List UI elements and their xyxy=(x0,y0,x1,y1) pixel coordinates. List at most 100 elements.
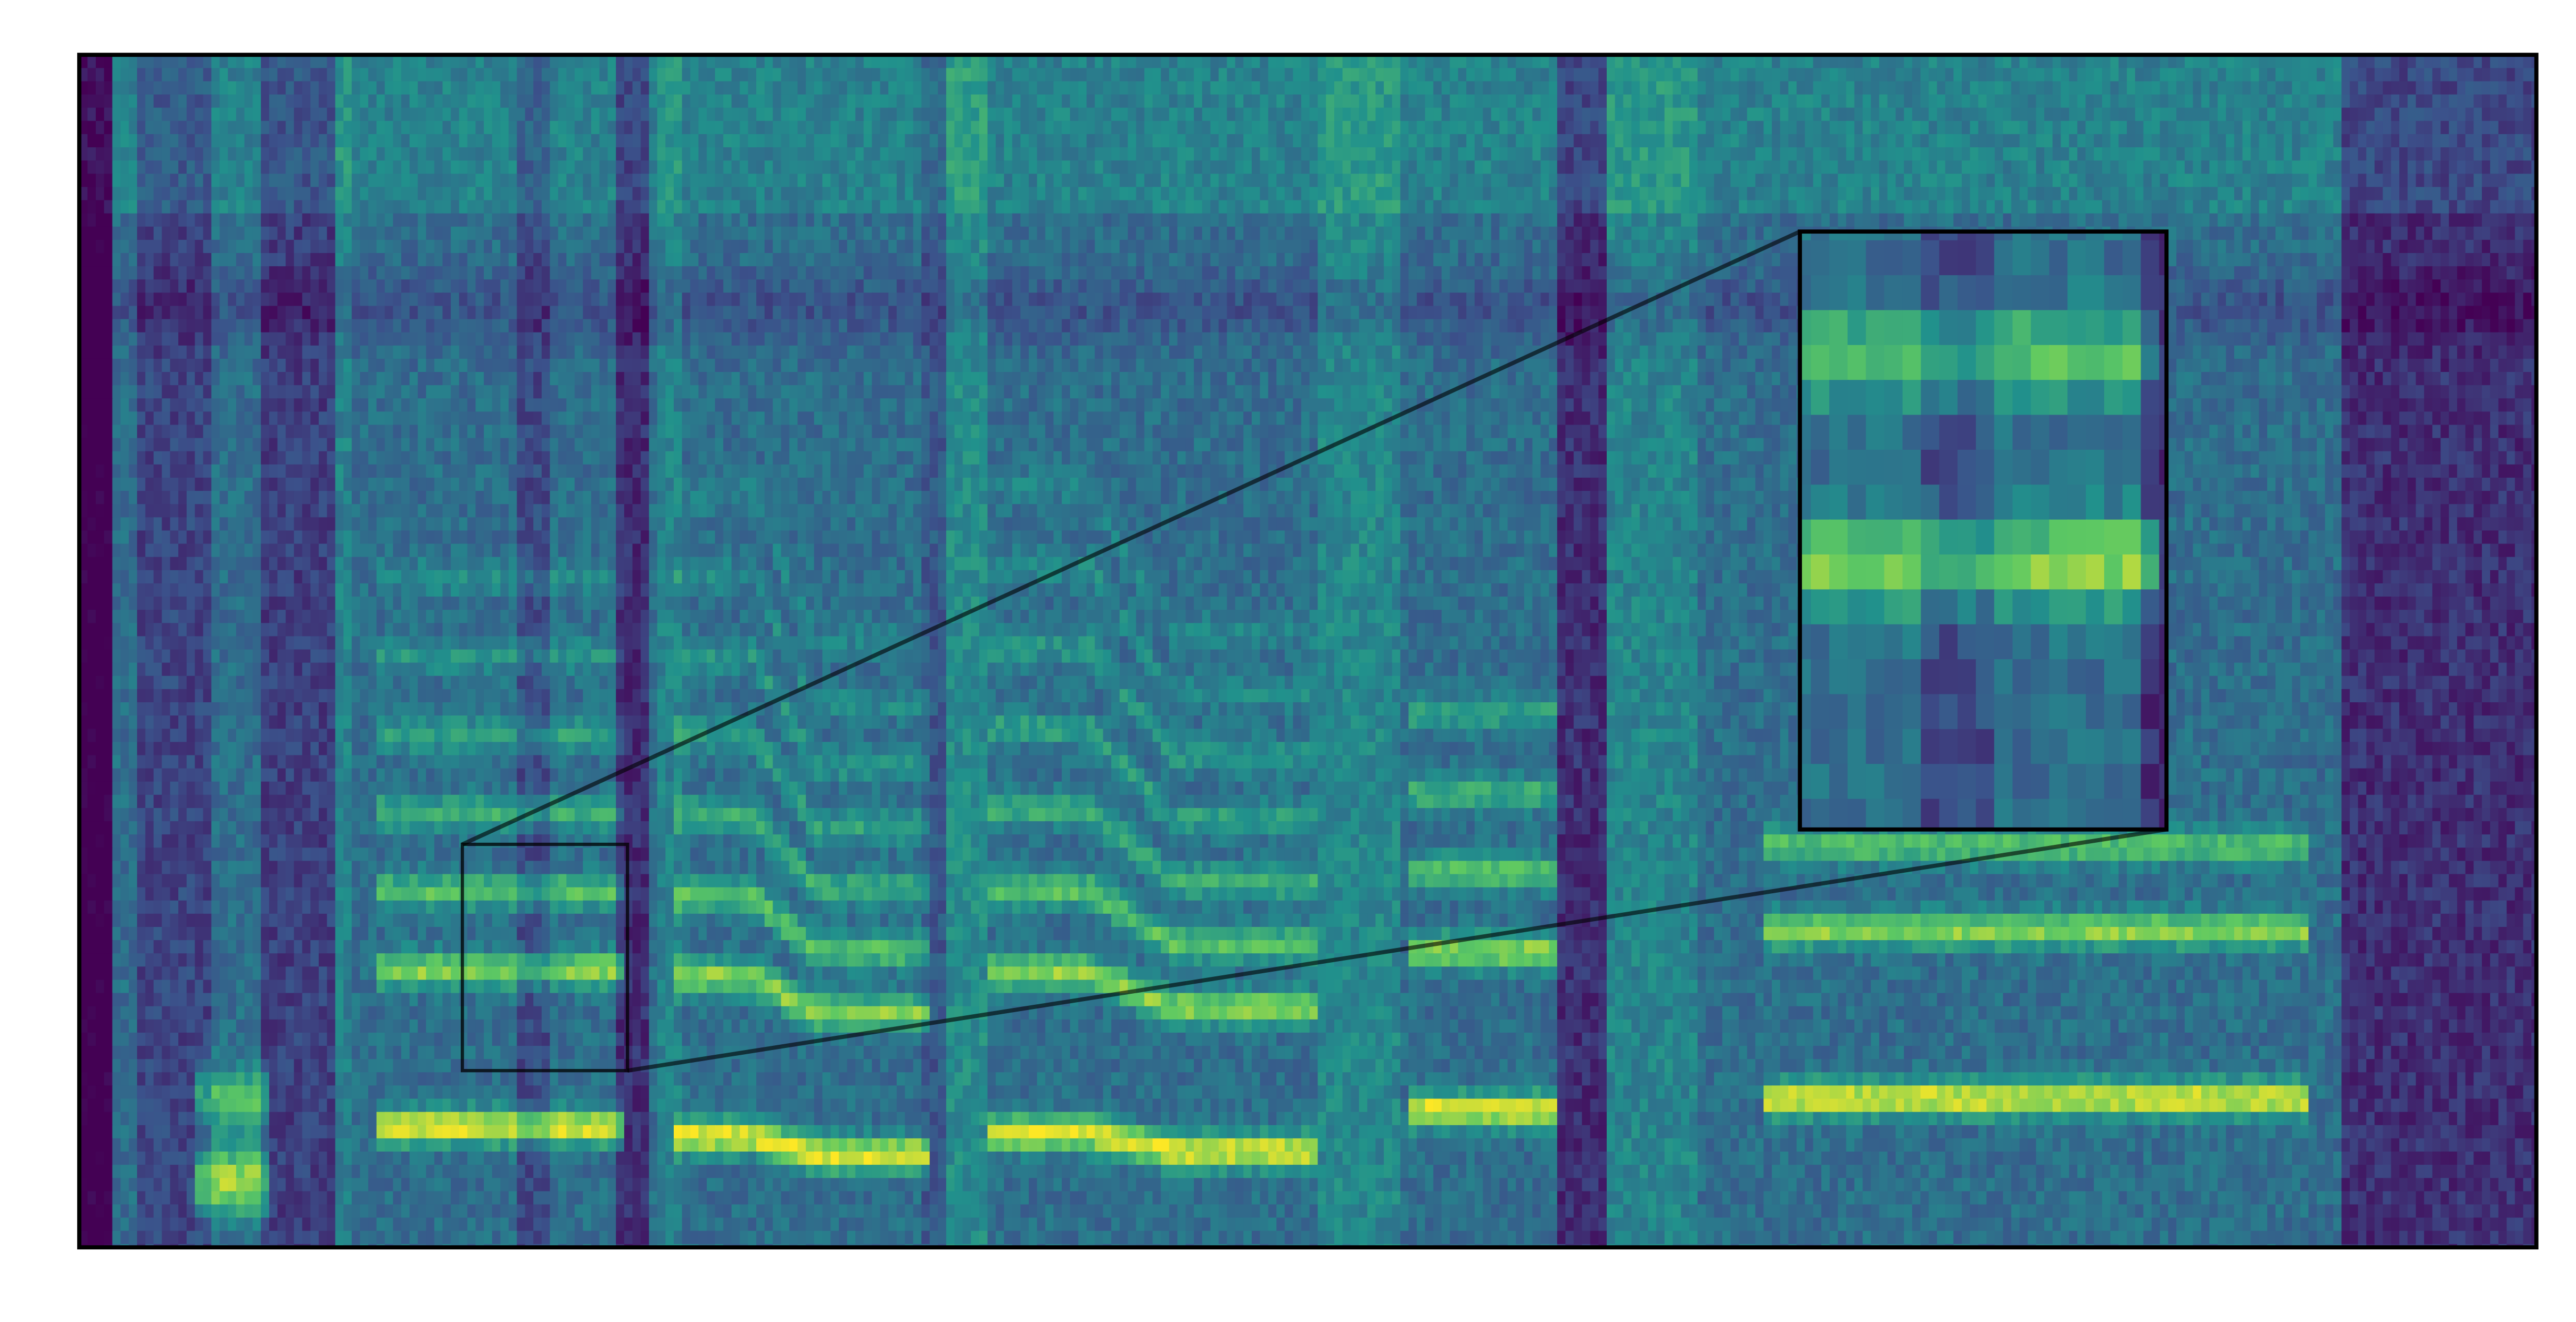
spectrogram-cell xyxy=(1879,68,1888,82)
spectrogram-cell xyxy=(145,266,155,280)
spectrogram-cell xyxy=(2201,174,2210,188)
spectrogram-cell xyxy=(2308,174,2318,188)
spectrogram-cell xyxy=(756,147,765,162)
spectrogram-cell xyxy=(293,200,303,214)
spectrogram-cell xyxy=(500,81,510,95)
spectrogram-cell xyxy=(558,81,567,95)
spectrogram-cell xyxy=(1384,253,1393,267)
spectrogram-cell xyxy=(1771,187,1781,201)
spectrogram-cell xyxy=(79,226,88,241)
spectrogram-cell xyxy=(1293,147,1302,162)
spectrogram-cell xyxy=(1639,147,1649,162)
spectrogram-cell xyxy=(1326,200,1335,214)
spectrogram-cell xyxy=(483,134,493,148)
spectrogram-cell xyxy=(236,55,245,69)
spectrogram-cell xyxy=(1549,55,1558,69)
spectrogram-cell xyxy=(203,107,212,122)
spectrogram-cell xyxy=(2201,226,2210,241)
spectrogram-cell xyxy=(1672,94,1682,108)
spectrogram-cell xyxy=(2085,94,2095,108)
spectrogram-cell xyxy=(2250,239,2260,254)
spectrogram-cell xyxy=(1532,120,1541,135)
spectrogram-cell xyxy=(806,160,815,175)
spectrogram-cell xyxy=(1260,226,1269,241)
spectrogram-cell xyxy=(1986,147,1996,162)
spectrogram-cell xyxy=(789,187,798,201)
spectrogram-cell xyxy=(2085,107,2095,122)
spectrogram-cell xyxy=(1739,187,1748,201)
spectrogram-cell xyxy=(1177,253,1186,267)
spectrogram-cell xyxy=(1260,239,1269,254)
spectrogram-cell xyxy=(1912,187,1921,201)
spectrogram-cell xyxy=(2044,200,2053,214)
spectrogram-cell xyxy=(2061,134,2070,148)
spectrogram-cell xyxy=(1978,147,1987,162)
spectrogram-cell xyxy=(1994,55,2004,69)
spectrogram-cell xyxy=(368,94,378,108)
spectrogram-cell xyxy=(2110,55,2119,69)
spectrogram-cell xyxy=(558,266,567,280)
spectrogram-cell xyxy=(516,239,526,254)
spectrogram-cell xyxy=(475,253,485,267)
spectrogram-cell xyxy=(1639,120,1649,135)
spectrogram-cell xyxy=(657,187,666,201)
spectrogram-cell xyxy=(96,253,105,267)
spectrogram-cell xyxy=(1871,200,1880,214)
spectrogram-cell xyxy=(451,174,460,188)
spectrogram-cell xyxy=(1293,94,1302,108)
spectrogram-cell xyxy=(1301,266,1311,280)
spectrogram-cell xyxy=(1342,94,1352,108)
spectrogram-cell xyxy=(1235,239,1244,254)
spectrogram-cell xyxy=(2399,160,2409,175)
spectrogram-cell xyxy=(1284,253,1294,267)
spectrogram-cell xyxy=(723,160,733,175)
spectrogram-cell xyxy=(979,160,988,175)
spectrogram-cell xyxy=(764,187,774,201)
spectrogram-cell xyxy=(2399,239,2409,254)
spectrogram-cell xyxy=(475,160,485,175)
spectrogram-cell xyxy=(1260,147,1269,162)
spectrogram-cell xyxy=(550,226,559,241)
spectrogram-cell xyxy=(2291,253,2301,267)
spectrogram-cell xyxy=(1474,160,1484,175)
spectrogram-cell xyxy=(2325,147,2334,162)
spectrogram-cell xyxy=(2102,107,2111,122)
spectrogram-cell xyxy=(1136,94,1145,108)
spectrogram-cell xyxy=(1697,55,1707,69)
spectrogram-cell xyxy=(1119,226,1129,241)
spectrogram-cell xyxy=(971,213,980,228)
spectrogram-cell xyxy=(1260,134,1269,148)
spectrogram-cell xyxy=(2341,174,2351,188)
spectrogram-cell xyxy=(120,81,130,95)
spectrogram-cell xyxy=(665,213,675,228)
spectrogram-cell xyxy=(888,213,898,228)
spectrogram-cell xyxy=(1284,226,1294,241)
spectrogram-cell xyxy=(715,94,724,108)
spectrogram-cell xyxy=(2159,147,2169,162)
spectrogram-cell xyxy=(244,94,253,108)
spectrogram-cell xyxy=(2168,253,2177,267)
spectrogram-cell xyxy=(1400,107,1409,122)
spectrogram-cell xyxy=(442,134,452,148)
spectrogram-cell xyxy=(1656,213,1666,228)
spectrogram-cell xyxy=(1243,147,1253,162)
spectrogram-cell xyxy=(1524,226,1533,241)
spectrogram-cell xyxy=(1408,147,1418,162)
spectrogram-cell xyxy=(1003,147,1013,162)
spectrogram-cell xyxy=(2399,81,2409,95)
spectrogram-cell xyxy=(682,81,691,95)
spectrogram-cell xyxy=(1755,253,1764,267)
spectrogram-cell xyxy=(1276,200,1285,214)
spectrogram-cell xyxy=(574,107,584,122)
spectrogram-cell xyxy=(1458,200,1467,214)
spectrogram-cell xyxy=(2184,200,2194,214)
spectrogram-cell xyxy=(1920,187,1930,201)
spectrogram-cell xyxy=(2308,226,2318,241)
spectrogram-cell xyxy=(1433,266,1443,280)
spectrogram-cell xyxy=(153,266,163,280)
spectrogram-cell xyxy=(1020,239,1030,254)
spectrogram-cell xyxy=(2382,174,2392,188)
spectrogram-cell xyxy=(648,200,658,214)
spectrogram-cell xyxy=(2366,134,2376,148)
spectrogram-cell xyxy=(1631,213,1641,228)
